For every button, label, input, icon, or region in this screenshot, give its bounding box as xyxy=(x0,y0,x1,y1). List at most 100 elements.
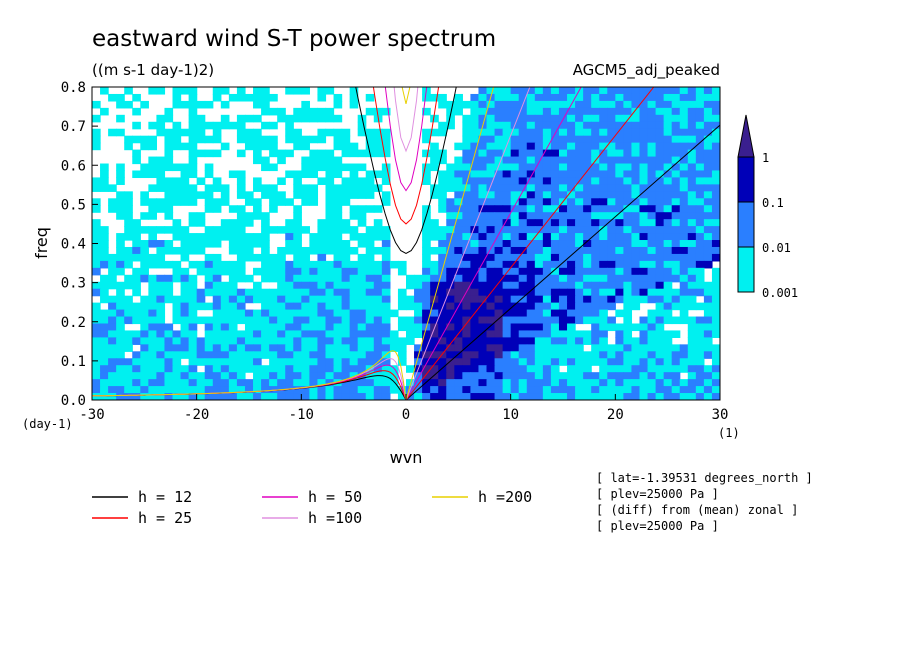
heatmap-cell xyxy=(478,163,488,172)
heatmap-cell xyxy=(679,288,689,297)
colorbar-segment xyxy=(737,246,755,293)
heatmap-cell xyxy=(253,184,262,192)
heatmap-cell xyxy=(478,253,488,262)
heatmap-cell xyxy=(647,260,657,269)
heatmap-cell xyxy=(663,100,673,109)
heatmap-cell xyxy=(687,267,697,276)
heatmap-cell xyxy=(204,302,214,311)
heatmap-cell xyxy=(502,358,512,366)
heatmap-cell xyxy=(470,191,480,199)
heatmap-cell xyxy=(486,219,496,227)
heatmap-cell xyxy=(534,233,544,241)
heatmap-cell xyxy=(341,246,351,255)
heatmap-cell xyxy=(132,337,141,345)
heatmap-cell xyxy=(558,274,568,283)
heatmap-cell xyxy=(261,253,270,262)
heatmap-cell xyxy=(615,205,624,213)
heatmap-cell xyxy=(148,288,158,297)
heatmap-cell xyxy=(148,184,158,192)
heatmap-cell xyxy=(301,198,310,206)
heatmap-cell xyxy=(212,365,222,373)
heatmap-cell xyxy=(518,344,528,352)
heatmap-cell xyxy=(341,330,351,338)
heatmap-cell xyxy=(486,295,496,304)
heatmap-cell xyxy=(647,253,657,262)
heatmap-cell xyxy=(317,386,327,394)
heatmap-cell xyxy=(631,114,641,123)
heatmap-cell xyxy=(293,253,302,262)
heatmap-cell xyxy=(534,93,544,102)
heatmap-cell xyxy=(204,281,214,290)
heatmap-cell xyxy=(100,351,109,359)
heatmap-cell xyxy=(430,219,439,227)
heatmap-cell xyxy=(253,198,262,206)
heatmap-cell xyxy=(100,295,109,304)
heatmap-cell xyxy=(172,295,182,304)
heatmap-cell xyxy=(542,302,552,311)
heatmap-cell xyxy=(301,170,310,179)
heatmap-cell xyxy=(623,393,633,400)
heatmap-cell xyxy=(293,372,302,380)
heatmap-cell xyxy=(140,358,149,366)
heatmap-cell xyxy=(381,344,391,352)
heatmap-cell xyxy=(502,170,512,179)
heatmap-cell xyxy=(591,87,600,95)
heatmap-cell xyxy=(462,316,472,325)
heatmap-cell xyxy=(647,351,657,359)
heatmap-cell xyxy=(172,163,182,172)
heatmap-cell xyxy=(108,302,117,311)
heatmap-cell xyxy=(188,93,198,102)
heatmap-cell xyxy=(671,184,681,192)
heatmap-cell xyxy=(647,163,657,172)
heatmap-cell xyxy=(478,205,488,213)
heatmap-cell xyxy=(623,156,633,165)
heatmap-cell xyxy=(575,93,584,102)
heatmap-cell xyxy=(317,281,327,290)
heatmap-cell xyxy=(671,107,681,116)
heatmap-cell xyxy=(269,365,278,373)
heatmap-cell xyxy=(309,260,319,269)
heatmap-cell xyxy=(591,267,600,276)
heatmap-cell xyxy=(422,337,431,345)
heatmap-cell xyxy=(663,288,673,297)
heatmap-cell xyxy=(309,386,319,394)
heatmap-cell xyxy=(148,379,158,387)
heatmap-cell xyxy=(373,386,383,394)
heatmap-cell xyxy=(542,233,552,241)
heatmap-cell xyxy=(518,330,528,338)
heatmap-cell xyxy=(526,253,536,262)
heatmap-cell xyxy=(518,226,528,234)
heatmap-cell xyxy=(494,191,504,199)
heatmap-cell xyxy=(333,163,343,172)
heatmap-cell xyxy=(518,316,528,325)
heatmap-cell xyxy=(542,121,552,130)
heatmap-cell xyxy=(526,337,536,345)
heatmap-cell xyxy=(301,295,310,304)
heatmap-cell xyxy=(269,149,278,158)
heatmap-cell xyxy=(534,100,544,109)
heatmap-cell xyxy=(325,358,335,366)
heatmap-cell xyxy=(647,100,657,109)
heatmap-cell xyxy=(567,191,576,199)
heatmap-cell xyxy=(558,253,568,262)
heatmap-cell xyxy=(269,93,278,102)
heatmap-cell xyxy=(478,226,488,234)
heatmap-cell xyxy=(583,386,592,394)
heatmap-cell xyxy=(188,233,198,241)
heatmap-cell xyxy=(486,358,496,366)
heatmap-cell xyxy=(277,323,286,332)
heatmap-cell xyxy=(639,288,649,297)
heatmap-cell xyxy=(180,170,190,179)
heatmap-cell xyxy=(518,177,528,185)
heatmap-cell xyxy=(261,121,270,130)
heatmap-cell xyxy=(140,170,149,179)
heatmap-cell xyxy=(494,212,504,220)
heatmap-cell xyxy=(615,240,624,248)
heatmap-cell xyxy=(422,107,431,116)
heatmap-cell xyxy=(623,267,633,276)
heatmap-cell xyxy=(148,309,158,318)
heatmap-cell xyxy=(703,226,713,234)
heatmap-cell xyxy=(615,226,624,234)
heatmap-cell xyxy=(438,295,447,304)
heatmap-cell xyxy=(373,288,383,297)
